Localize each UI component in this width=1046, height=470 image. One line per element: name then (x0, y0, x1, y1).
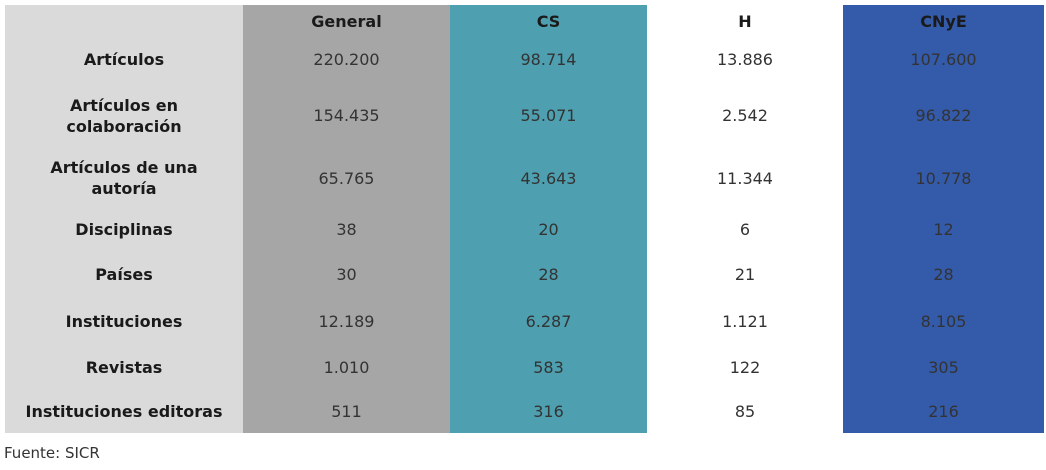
table-cell: 583 (533, 357, 564, 377)
table-cell: 316 (533, 401, 564, 421)
table-cell: 21 (734, 265, 756, 284)
table-cell: 154.435 (313, 106, 380, 125)
column-header-general: General (311, 11, 382, 31)
row-label-articulos: Artículos (83, 50, 165, 69)
table-cell: 1.121 (722, 311, 768, 331)
header-corner (5, 5, 243, 37)
table-cell: 8.105 (920, 311, 967, 331)
table-cell: 6 (739, 220, 751, 239)
table-cell: 122 (729, 357, 761, 377)
row-label-instituciones: Instituciones (65, 311, 183, 331)
column-header-cnye: CNyE (920, 11, 967, 31)
table-cell: 11.344 (717, 168, 773, 188)
table-cell: 2.542 (722, 106, 768, 125)
table-cell: 98.714 (520, 50, 577, 69)
table-cell: 10.778 (915, 168, 972, 188)
table-cell: 85 (734, 401, 756, 421)
table-cell: 38 (336, 220, 357, 239)
data-table: General CS H CNyE Artículos 220.200 98.7… (5, 5, 1044, 433)
table-cell: 13.886 (717, 50, 773, 69)
table-cell: 96.822 (915, 106, 972, 125)
source-note: Fuente: SICR (4, 444, 100, 462)
h-column-background (647, 5, 843, 433)
table-cell: 55.071 (520, 106, 577, 125)
table-cell: 30 (336, 265, 357, 284)
table-cell: 12 (933, 220, 954, 239)
row-label-paises: Países (95, 265, 153, 284)
table-cell: 511 (331, 401, 362, 421)
row-label-articulos-colaboracion: Artículos en colaboración (66, 95, 182, 136)
table-cell: 1.010 (323, 357, 370, 377)
cnye-column-background (843, 5, 1044, 433)
table-cell: 6.287 (525, 311, 572, 331)
cs-column-background (450, 5, 647, 433)
table-cell: 28 (933, 265, 954, 284)
column-header-h: H (738, 11, 752, 31)
table-cell: 65.765 (318, 168, 375, 188)
label-column-background (5, 5, 243, 433)
row-label-revistas: Revistas (85, 357, 163, 377)
table-cell: 12.189 (318, 311, 375, 331)
column-header-cs: CS (536, 11, 561, 31)
row-label-disciplinas: Disciplinas (75, 220, 173, 239)
row-label-articulos-una-autoria: Artículos de una autoría (50, 158, 198, 198)
row-label-instituciones-editoras: Instituciones editoras (25, 401, 223, 421)
general-column-background (243, 5, 450, 433)
table-cell: 43.643 (520, 168, 577, 188)
table-cell: 20 (538, 220, 559, 239)
table-cell: 216 (928, 401, 959, 421)
table-cell: 28 (538, 265, 559, 284)
table-cell: 107.600 (910, 50, 977, 69)
table-cell: 305 (928, 357, 959, 377)
table-cell: 220.200 (313, 50, 380, 69)
